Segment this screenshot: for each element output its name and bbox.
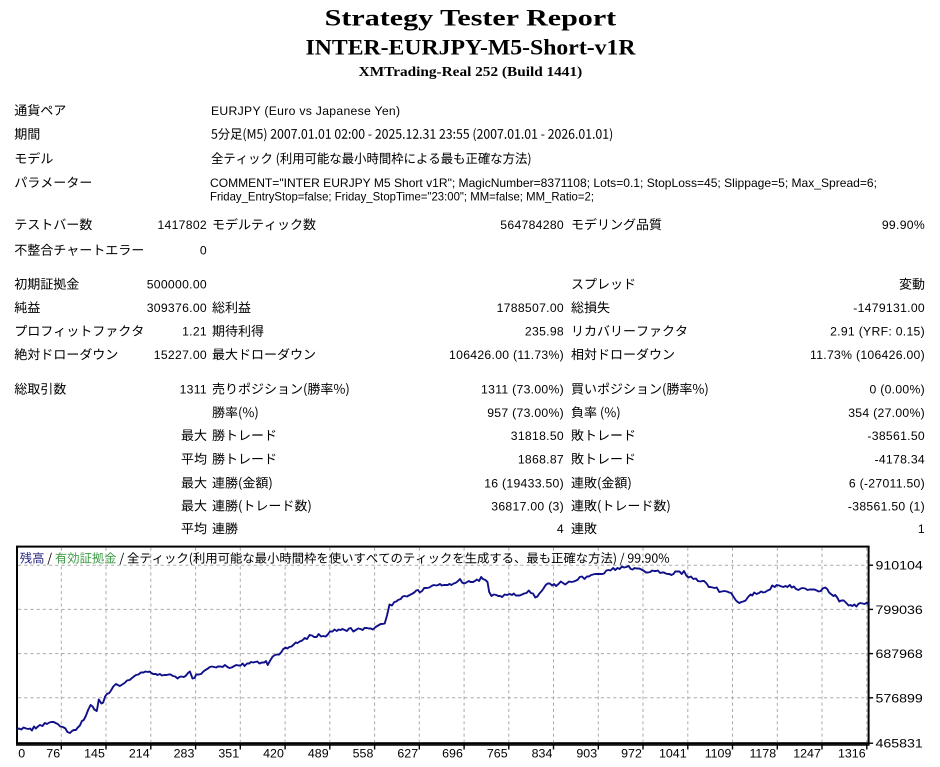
svg-text:XMTrading-Real 252 (Build 1441: XMTrading-Real 252 (Build 1441) [359, 64, 583, 79]
svg-text:36817.00 (3): 36817.00 (3) [491, 499, 564, 513]
svg-text:351: 351 [218, 747, 239, 761]
svg-text:0: 0 [200, 244, 207, 258]
svg-text:687968: 687968 [876, 647, 923, 661]
svg-text:420: 420 [263, 747, 284, 761]
svg-text:1109: 1109 [705, 747, 732, 761]
svg-text:834: 834 [532, 747, 553, 761]
svg-text:696: 696 [442, 747, 463, 761]
svg-text:910104: 910104 [876, 559, 923, 573]
svg-text:99.90%: 99.90% [882, 218, 925, 232]
svg-text:-38561.50: -38561.50 [867, 429, 925, 443]
svg-text:1: 1 [918, 522, 925, 536]
svg-text:283: 283 [174, 747, 195, 761]
svg-text:1.21: 1.21 [182, 325, 207, 339]
svg-text:4: 4 [557, 522, 564, 536]
svg-text:564784280: 564784280 [500, 218, 564, 232]
svg-text:1178: 1178 [749, 747, 776, 761]
svg-text:799036: 799036 [876, 603, 923, 617]
svg-text:6 (-27011.50): 6 (-27011.50) [849, 477, 925, 491]
svg-text:76: 76 [46, 747, 60, 761]
svg-text:0 (0.00%): 0 (0.00%) [869, 383, 925, 397]
svg-text:235.98: 235.98 [525, 325, 564, 339]
svg-text:0: 0 [18, 747, 25, 761]
svg-text:465831: 465831 [876, 737, 923, 751]
svg-text:31818.50: 31818.50 [511, 429, 564, 443]
svg-text:145: 145 [84, 747, 105, 761]
svg-text:957 (73.00%): 957 (73.00%) [487, 406, 564, 420]
svg-text:1417802: 1417802 [157, 218, 207, 232]
svg-text:765: 765 [487, 747, 508, 761]
svg-text:1868.87: 1868.87 [518, 453, 564, 467]
svg-text:106426.00 (11.73%): 106426.00 (11.73%) [449, 348, 564, 362]
svg-text:1311: 1311 [180, 383, 207, 397]
svg-text:INTER-EURJPY-M5-Short-v1R: INTER-EURJPY-M5-Short-v1R [306, 35, 637, 60]
svg-text:972: 972 [621, 747, 642, 761]
svg-text:-38561.50 (1): -38561.50 (1) [848, 499, 925, 513]
svg-text:627: 627 [397, 747, 418, 761]
svg-text:-4178.34: -4178.34 [874, 453, 925, 467]
svg-text:576899: 576899 [876, 691, 923, 705]
svg-text:1247: 1247 [793, 747, 821, 761]
svg-text:558: 558 [353, 747, 374, 761]
svg-text:354 (27.00%): 354 (27.00%) [848, 406, 925, 420]
svg-text:1311 (73.00%): 1311 (73.00%) [481, 383, 564, 397]
svg-text:15227.00: 15227.00 [154, 348, 207, 362]
svg-text:11.73% (106426.00): 11.73% (106426.00) [810, 348, 925, 362]
svg-text:16 (19433.50): 16 (19433.50) [484, 477, 564, 491]
svg-text:-1479131.00: -1479131.00 [853, 301, 925, 315]
svg-text:309376.00: 309376.00 [147, 301, 207, 315]
svg-text:Strategy Tester Report: Strategy Tester Report [325, 5, 617, 31]
svg-text:Friday_EntryStop=false; Friday: Friday_EntryStop=false; Friday_StopTime=… [210, 189, 594, 203]
svg-text:1316: 1316 [838, 747, 866, 761]
svg-text:903: 903 [576, 747, 597, 761]
svg-text:COMMENT="INTER EURJPY M5 Short: COMMENT="INTER EURJPY M5 Short v1R"; Mag… [210, 176, 877, 190]
svg-text:1788507.00: 1788507.00 [497, 301, 564, 315]
svg-text:214: 214 [129, 747, 150, 761]
svg-text:1041: 1041 [659, 747, 687, 761]
svg-text:EURJPY (Euro vs Japanese Yen): EURJPY (Euro vs Japanese Yen) [211, 104, 400, 118]
svg-text:489: 489 [308, 747, 329, 761]
svg-text:500000.00: 500000.00 [147, 278, 207, 292]
svg-text:2.91 (YRF: 0.15): 2.91 (YRF: 0.15) [830, 325, 925, 339]
